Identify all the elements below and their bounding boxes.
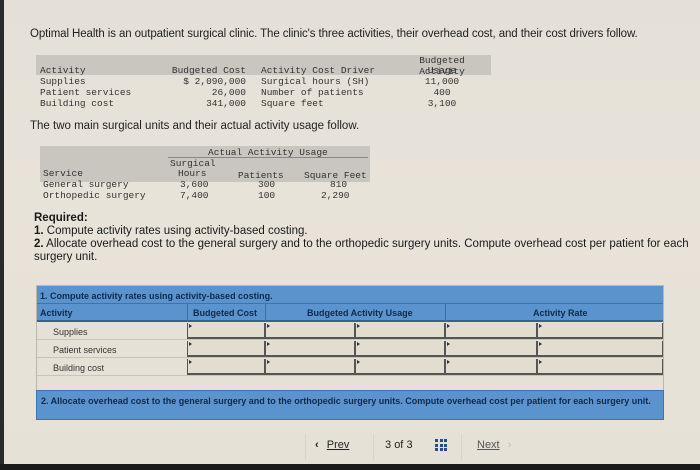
header-usage-line2: Usage <box>427 65 457 76</box>
cell-driver: Number of patients <box>261 87 364 98</box>
activities-header-row-top: Budgeted Activity <box>36 55 491 77</box>
cell-patients: 100 <box>258 190 276 201</box>
device-bezel-bottom <box>0 464 700 470</box>
cell-cost: 341,000 <box>206 98 246 109</box>
cell-activity: Building cost <box>40 98 115 109</box>
cell-usage: 3,100 <box>427 98 457 109</box>
cell-sqft: 810 <box>330 179 348 190</box>
pager-divider <box>373 434 374 460</box>
cell-driver: Surgical hours (SH) <box>261 76 370 87</box>
cell-activity: Patient services <box>40 87 132 98</box>
page-indicator: 3 of 3 <box>385 439 413 451</box>
col-budgeted-usage: Budgeted Activity Usage <box>307 308 413 318</box>
patient-services-usage-unit-input[interactable] <box>355 341 445 357</box>
chevron-left-icon: ‹ <box>315 439 319 451</box>
col-divider <box>187 304 188 322</box>
building-cost-rate-unit-input[interactable] <box>537 359 663 375</box>
building-cost-rate-input[interactable] <box>445 359 537 375</box>
cell-service: General surgery <box>43 179 129 190</box>
cell-service: Orthopedic surgery <box>43 190 146 201</box>
cell-patients: 300 <box>258 179 276 190</box>
table-row: Supplies $ 2,090,000 Surgical hours (SH)… <box>36 76 491 87</box>
current-page: 3 <box>385 439 392 451</box>
header-service: Service <box>43 168 83 179</box>
building-cost-usage-input[interactable] <box>265 359 355 375</box>
device-bezel-left <box>0 0 4 470</box>
patient-services-usage-input[interactable] <box>265 341 355 357</box>
table-row: Building cost 341,000 Square feet 3,100 <box>36 98 491 109</box>
header-cost-driver: Activity Cost Driver <box>261 65 376 76</box>
row-label-patient-services: Patient services <box>53 345 117 355</box>
prev-label: Prev <box>326 439 350 451</box>
usage-intro-text: The two main surgical units and their ac… <box>30 120 360 132</box>
activities-header-row: Activity Budgeted Cost Activity Cost Dri… <box>36 65 491 76</box>
cell-driver: Square feet <box>261 98 324 109</box>
required-item-1: Compute activity rates using activity-ba… <box>46 225 308 237</box>
required-section: Required: 1. Compute activity rates usin… <box>34 212 694 264</box>
header-patients: Patients <box>238 170 284 181</box>
grid-view-icon[interactable] <box>435 439 447 451</box>
pager-divider <box>305 434 306 460</box>
chevron-right-icon: › <box>507 439 512 451</box>
patient-services-budgeted-cost-input[interactable] <box>187 341 265 357</box>
header-actual-usage: Actual Activity Usage <box>208 147 328 158</box>
header-hours-line2: Hours <box>178 168 207 179</box>
item1-number: 1. <box>34 225 44 237</box>
supplies-rate-unit-input[interactable] <box>537 323 663 339</box>
table-row: Building cost <box>37 358 663 376</box>
row-label-supplies: Supplies <box>53 327 88 337</box>
cell-sqft: 2,290 <box>321 190 350 201</box>
table-row: Patient services 26,000 Number of patien… <box>36 87 491 98</box>
row-label-building-cost: Building cost <box>53 363 105 373</box>
activities-table-header <box>36 55 491 75</box>
actual-usage-header <box>40 146 370 182</box>
col-activity-rate: Activity Rate <box>533 308 588 318</box>
required-title: Required: <box>34 212 88 224</box>
col-activity: Activity <box>40 308 73 318</box>
patient-services-rate-input[interactable] <box>445 341 537 357</box>
cell-usage: 11,000 <box>424 76 460 87</box>
table-row: Patient services <box>37 340 663 358</box>
building-cost-budgeted-cost-input[interactable] <box>187 359 265 375</box>
supplies-usage-unit-input[interactable] <box>355 323 445 339</box>
cell-activity: Supplies <box>40 76 86 87</box>
next-label: Next <box>477 439 500 451</box>
panel-title: 1. Compute activity rates using activity… <box>37 286 663 304</box>
building-cost-usage-unit-input[interactable] <box>355 359 445 375</box>
supplies-budgeted-cost-input[interactable] <box>187 323 265 339</box>
panel-header-row: Activity Budgeted Cost Budgeted Activity… <box>37 304 663 322</box>
group-header-underline <box>168 157 368 158</box>
prev-button[interactable]: ‹ Prev <box>315 439 349 451</box>
col-divider <box>265 304 266 322</box>
supplies-rate-input[interactable] <box>445 323 537 339</box>
item2-number: 2. <box>34 238 44 250</box>
required-item-2: Allocate overhead cost to the general su… <box>34 238 689 263</box>
header-activity: Activity <box>40 65 86 76</box>
total-pages: 3 <box>406 439 413 451</box>
col-divider <box>445 304 446 322</box>
header-budgeted-cost: Budgeted Cost <box>171 65 246 76</box>
next-button[interactable]: Next › <box>477 439 511 451</box>
cell-usage: 400 <box>433 87 451 98</box>
part2-panel-title[interactable]: 2. Allocate overhead cost to the general… <box>36 390 664 420</box>
cell-hours: 7,400 <box>180 190 209 201</box>
header-square-feet: Square Feet <box>304 170 367 181</box>
intro-text: Optimal Health is an outpatient surgical… <box>30 28 638 40</box>
pager-divider <box>461 434 462 460</box>
col-budgeted-cost: Budgeted Cost <box>193 308 257 318</box>
cell-cost: $ 2,090,000 <box>183 76 246 87</box>
patient-services-rate-unit-input[interactable] <box>537 341 663 357</box>
actual-usage-table: Actual Activity Usage Surgical Service H… <box>40 146 370 206</box>
table-row: Supplies <box>37 322 663 340</box>
supplies-usage-input[interactable] <box>265 323 355 339</box>
cell-hours: 3,600 <box>180 179 209 190</box>
cell-cost: 26,000 <box>211 87 246 98</box>
header-hours-line1: Surgical <box>170 158 216 169</box>
page-of: of <box>394 439 404 451</box>
header-usage-line1: Budgeted Activity <box>419 55 465 77</box>
